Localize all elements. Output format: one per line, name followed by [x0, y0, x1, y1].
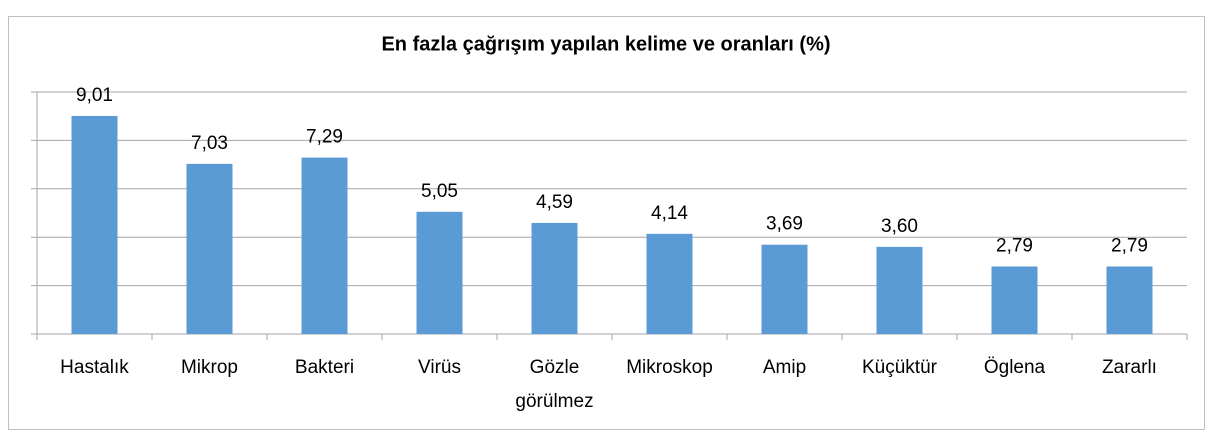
x-tick-label: Gözle görülmez [515, 357, 593, 412]
value-label: 9,01 [76, 85, 113, 106]
bar [991, 266, 1038, 334]
value-label: 3,60 [881, 216, 918, 237]
x-tick-label: Öglena [984, 357, 1046, 378]
bar [531, 222, 578, 334]
x-tick-label: Mikroskop [626, 357, 713, 378]
bar [761, 244, 808, 334]
x-tick-label: Hastalık [60, 357, 129, 378]
value-label: 2,79 [1111, 235, 1148, 256]
value-label: 7,29 [306, 127, 343, 148]
value-label: 4,14 [651, 203, 688, 224]
bar [416, 211, 463, 334]
bar [71, 115, 118, 334]
bar [1106, 266, 1153, 334]
chart-title: En fazla çağrışım yapılan kelime ve oran… [381, 33, 830, 55]
bar [186, 163, 233, 334]
value-label: 7,03 [191, 133, 228, 154]
value-label: 5,05 [421, 181, 458, 202]
value-label: 3,69 [766, 214, 803, 235]
bar [876, 246, 923, 334]
x-tick-label: Amip [763, 357, 806, 378]
x-tick-label: Küçüktür [862, 357, 938, 378]
bar [301, 157, 348, 334]
bar [646, 233, 693, 334]
x-tick-label: Virüs [418, 357, 461, 378]
x-tick-label: Zararlı [1102, 357, 1157, 378]
x-tick-label: Mikrop [181, 357, 238, 378]
value-label: 4,59 [536, 192, 573, 213]
value-label: 2,79 [996, 235, 1033, 256]
x-tick-label: Bakteri [295, 357, 354, 378]
